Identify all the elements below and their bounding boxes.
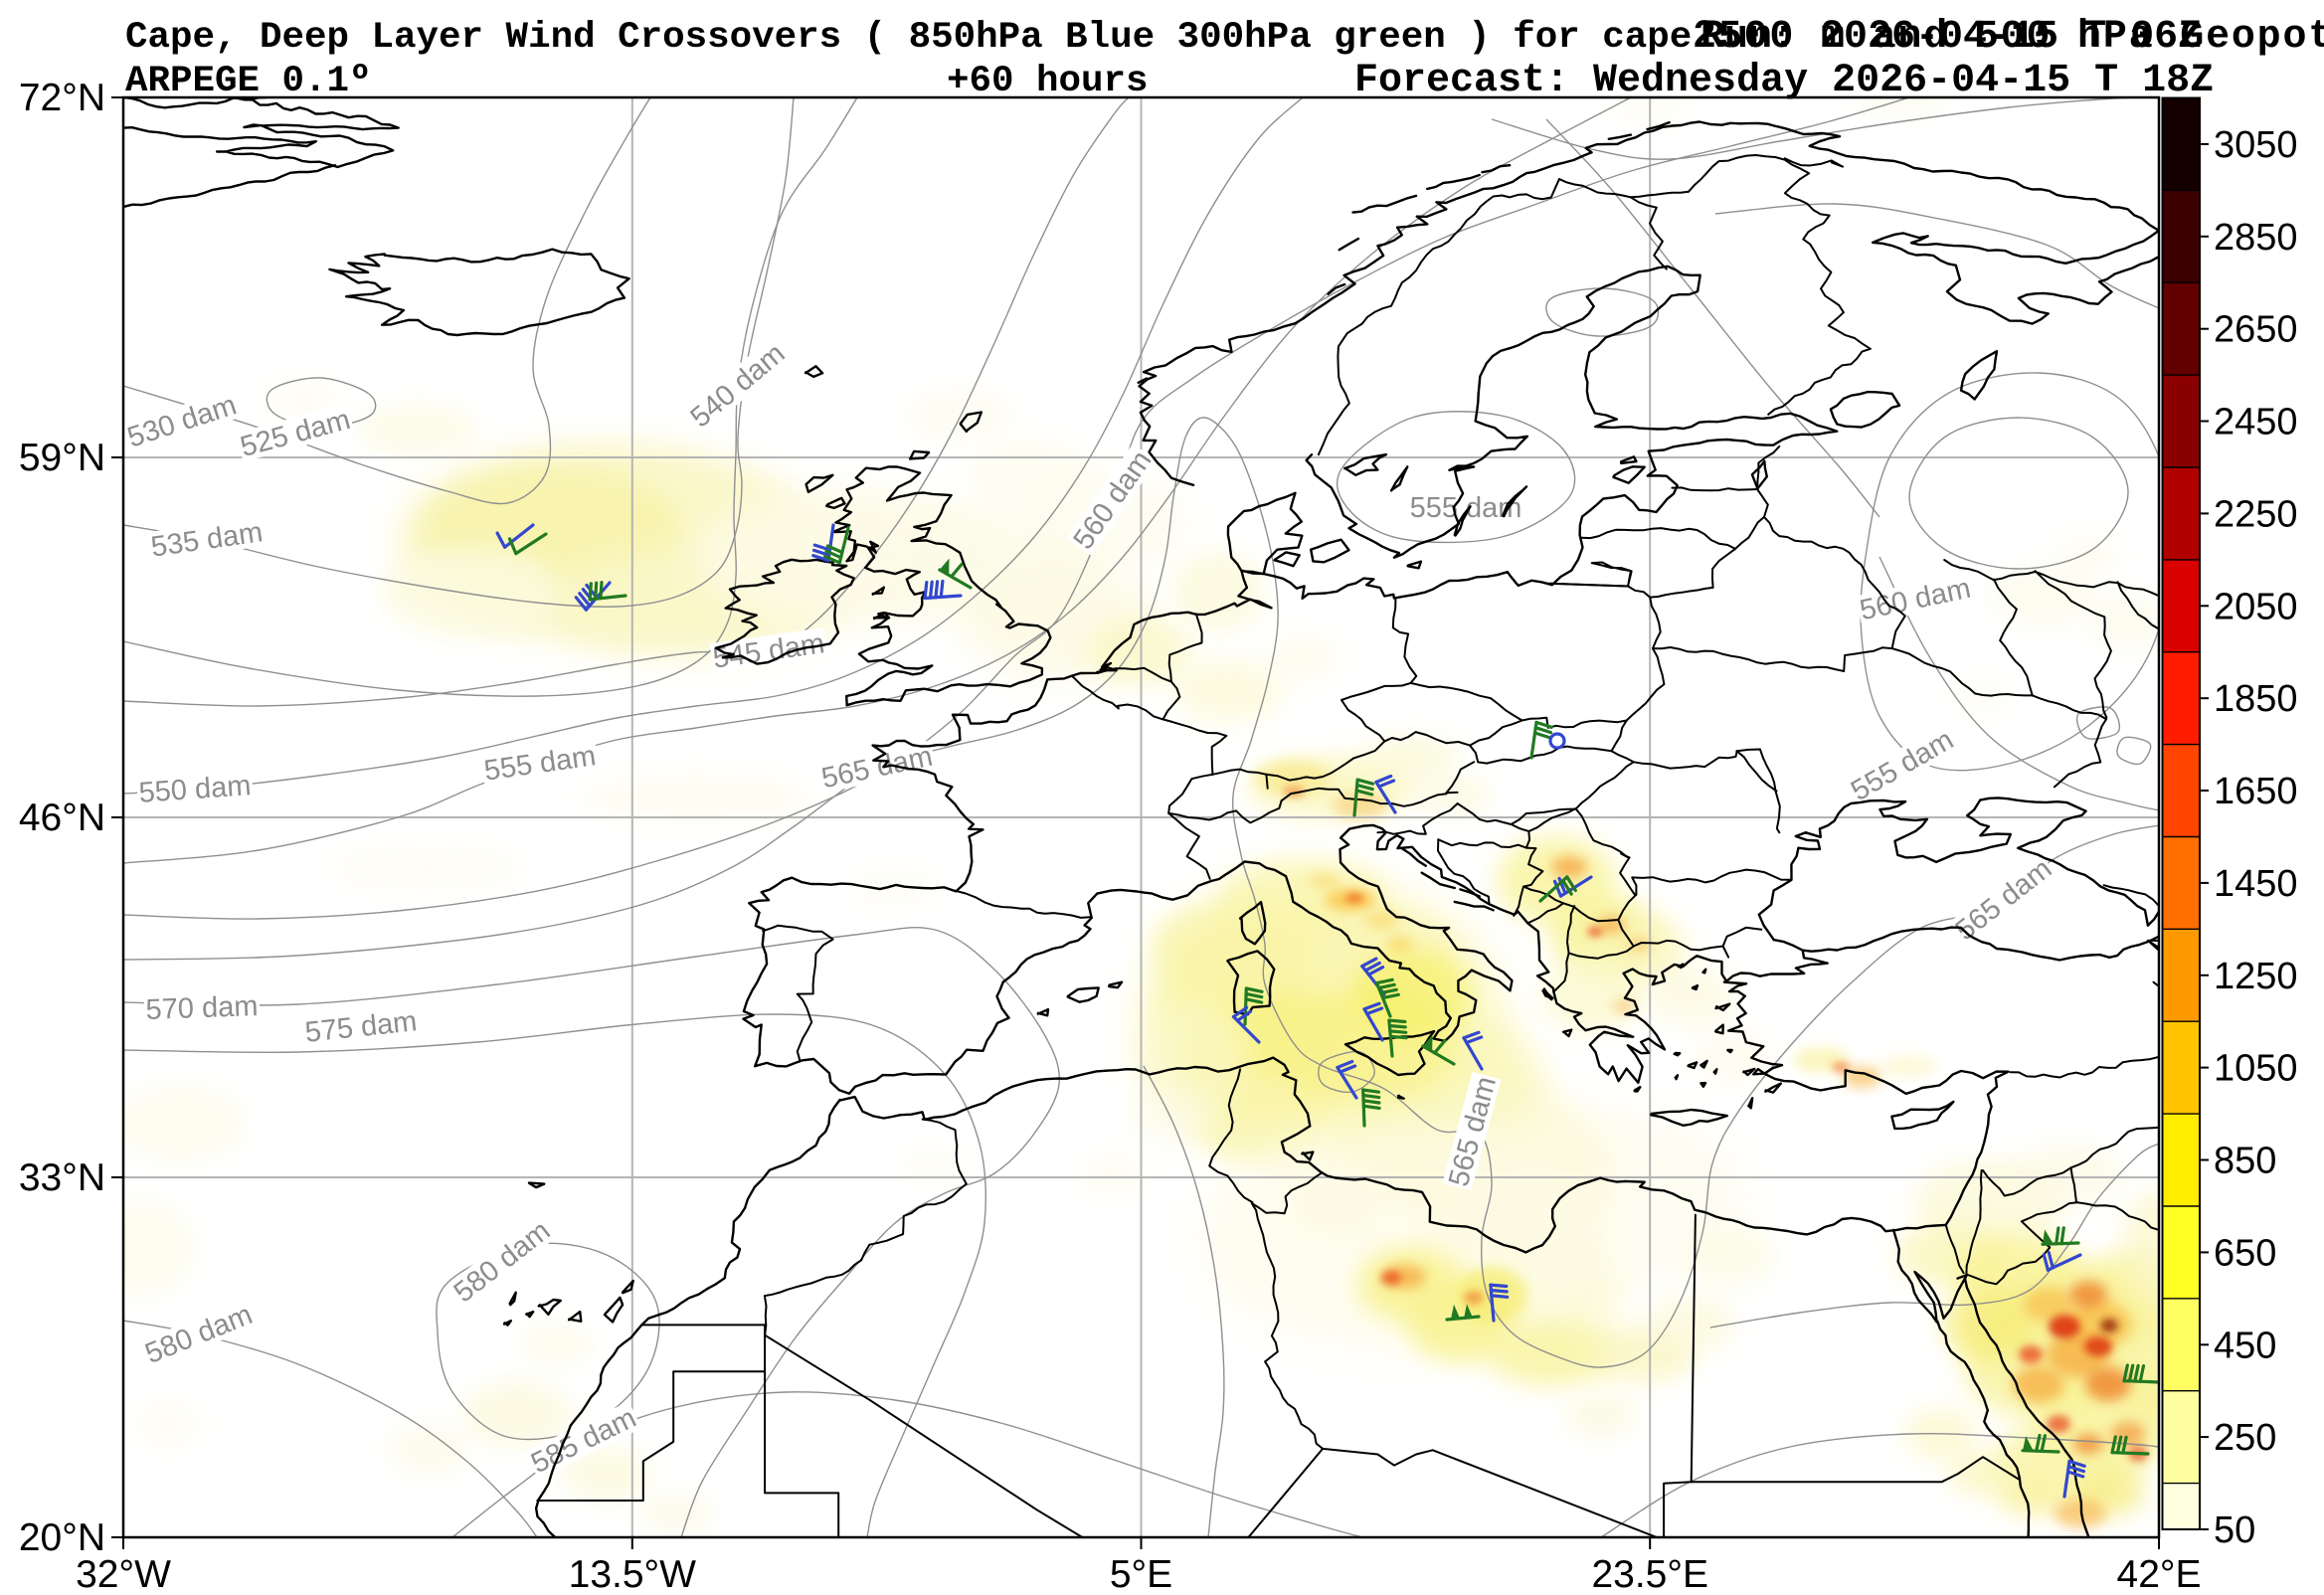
svg-text:1650: 1650: [2214, 771, 2298, 812]
svg-text:550 dam: 550 dam: [138, 770, 253, 809]
svg-text:+60 hours: +60 hours: [947, 61, 1149, 102]
svg-text:2650: 2650: [2214, 309, 2298, 351]
svg-text:5°E: 5°E: [1110, 1553, 1172, 1595]
svg-text:Cape, Deep Layer Wind Crossove: Cape, Deep Layer Wind Crossovers ( 850hP…: [125, 17, 1692, 59]
svg-text:1050: 1050: [2214, 1048, 2298, 1090]
svg-text:1450: 1450: [2214, 863, 2298, 905]
svg-text:46°N: 46°N: [19, 797, 105, 839]
svg-text:2250: 2250: [2214, 493, 2298, 535]
svg-text:23.5°E: 23.5°E: [1591, 1553, 1708, 1595]
svg-text:650: 650: [2214, 1232, 2276, 1274]
svg-text:2500 m and 500 hPa Geopot: 2500 m and 500 hPa Geopot: [1693, 15, 2324, 60]
svg-text:555 dam: 555 dam: [1410, 492, 1522, 524]
svg-text:13.5°W: 13.5°W: [569, 1553, 697, 1595]
svg-text:33°N: 33°N: [19, 1156, 105, 1199]
svg-text:2050: 2050: [2214, 586, 2298, 627]
svg-text:20°N: 20°N: [19, 1516, 105, 1559]
svg-text:32°W: 32°W: [76, 1553, 171, 1595]
svg-text:250: 250: [2214, 1417, 2276, 1459]
svg-text:ARPEGE 0.1º: ARPEGE 0.1º: [125, 61, 372, 102]
svg-text:1850: 1850: [2214, 678, 2298, 720]
svg-text:850: 850: [2214, 1141, 2276, 1182]
svg-text:50: 50: [2214, 1509, 2255, 1551]
svg-text:2450: 2450: [2214, 402, 2298, 443]
svg-text:570 dam: 570 dam: [145, 990, 259, 1026]
svg-text:Run: 2026-04-15 T 06Z: Run: 2026-04-15 T 06Z: [1700, 15, 2202, 60]
svg-text:450: 450: [2214, 1325, 2276, 1366]
svg-text:59°N: 59°N: [19, 437, 105, 479]
svg-text:1250: 1250: [2214, 956, 2298, 997]
svg-text:72°N: 72°N: [19, 77, 105, 119]
svg-text:3050: 3050: [2214, 124, 2298, 166]
svg-text:2850: 2850: [2214, 217, 2298, 259]
svg-text:42°E: 42°E: [2117, 1553, 2202, 1595]
svg-text:Forecast: Wednesday 2026-04-15: Forecast: Wednesday 2026-04-15 T 18Z: [1354, 59, 2214, 103]
